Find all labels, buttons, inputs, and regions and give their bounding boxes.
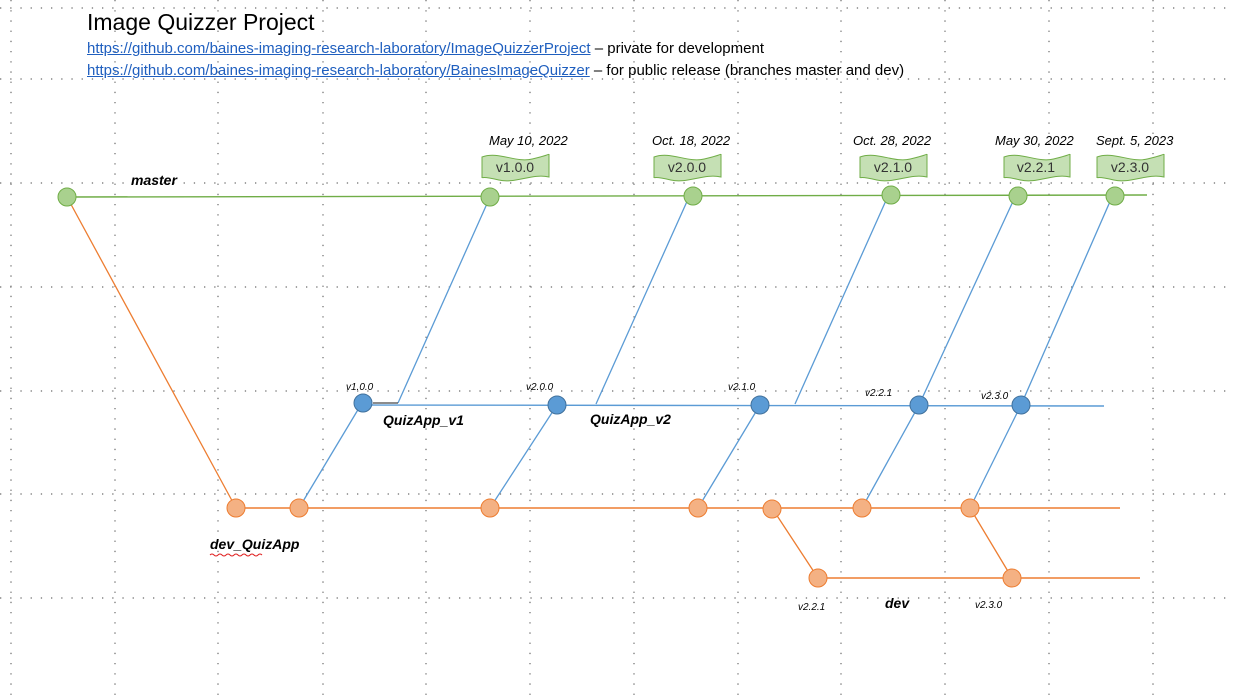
master-commit-node-3 [683,186,703,206]
master-commit-node-1 [57,187,77,207]
dev-label-1: v2.2.1 [798,602,825,613]
quizapp-label-2: v2.0.0 [526,382,554,393]
master-commit-node-2 [480,187,500,207]
branch-label-dev: dev [885,595,910,611]
dev-quizapp-commit-node-6 [852,498,872,518]
release-tag-2-flag [653,153,722,182]
branch-label-master: master [131,172,178,188]
dev-quizapp-commit-node-4 [688,498,708,518]
branch-label-dev-quizapp: dev_QuizApp [210,536,300,552]
master-commit-node-6 [1105,186,1125,206]
link-public-repo[interactable]: https://github.com/baines-imaging-resear… [87,62,590,79]
release-tag-2-label: v2.0.0 [668,159,706,175]
dev-quizapp-commit-node-3 [480,498,500,518]
quizapp-label-3: v2.1.0 [728,382,756,393]
release-tag-3-label: v2.1.0 [874,159,912,175]
dev-quizapp-commit-node-2 [289,498,309,518]
connector-dev-to-quizapp-2 [489,404,558,509]
release-tags [481,153,1165,182]
branch-label-quizapp-v1: QuizApp_v1 [383,412,464,428]
release-date-2: Oct. 18, 2022 [652,133,731,148]
release-date-4: May 30, 2022 [995,133,1075,148]
connector-dev-to-quizapp-4 [861,404,920,509]
branch-label-quizapp-v2: QuizApp_v2 [590,411,671,427]
quizapp-commit-node-1 [353,393,373,413]
quizapp-label-4: v2.2.1 [865,388,892,399]
link-line-public: https://github.com/baines-imaging-resear… [87,62,904,80]
connector-quizapp-to-master-4 [918,196,1016,406]
release-tag-5-flag [1096,153,1165,182]
dev-quizapp-commit-node-7 [960,498,980,518]
connector-dev-quizapp-to-dev-1 [771,507,819,579]
quizapp-commit-node-2 [547,395,567,415]
link-development-repo[interactable]: https://github.com/baines-imaging-resear… [87,40,591,57]
release-tag-4-label: v2.2.1 [1017,159,1055,175]
release-date-3: Oct. 28, 2022 [853,133,932,148]
quizapp-commit-node-3 [750,395,770,415]
branch-edges [66,194,1148,579]
dev-label-2: v2.3.0 [975,600,1003,611]
connector-master-to-dev-quizapp [66,196,237,509]
commit-nodes [57,185,1125,588]
connector-dev-to-quizapp-3 [697,404,761,509]
dev-quizapp-commit-node-1 [226,498,246,518]
spellcheck-underline [209,553,263,557]
connector-dev-to-quizapp-5 [969,404,1022,509]
link-development-note: – private for development [590,40,764,57]
connector-quizapp-to-master-1 [397,196,491,404]
release-date-5: Sept. 5, 2023 [1096,133,1174,148]
quizapp-label-1: v1.0.0 [346,382,374,393]
link-line-development: https://github.com/baines-imaging-resear… [87,40,764,58]
connector-dev-quizapp-to-dev-2 [969,507,1013,579]
quizapp-label-5: v2.3.0 [981,391,1009,402]
release-tag-3-flag [859,153,928,182]
master-commit-node-5 [1008,186,1028,206]
connector-quizapp-to-master-3 [794,195,889,405]
dev-commit-node-2 [1002,568,1022,588]
quizapp-branch-line [361,404,1105,407]
connector-quizapp-to-master-5 [1020,196,1113,406]
dev-quizapp-commit-node-5 [762,499,782,519]
link-public-note: – for public release (branches master an… [589,62,905,79]
master-commit-node-4 [881,185,901,205]
release-tag-1-flag [481,153,550,182]
master-branch-line [66,194,1148,198]
connector-quizapp-to-master-2 [595,196,690,405]
release-tag-5-label: v2.3.0 [1111,159,1149,175]
release-date-1: May 10, 2022 [489,133,569,148]
page-title: Image Quizzer Project [87,9,315,35]
dev-commit-node-1 [808,568,828,588]
quizapp-commit-node-5 [1011,395,1031,415]
release-tag-4-flag [1003,153,1071,182]
connector-dev-to-quizapp-1 [298,402,363,509]
release-tag-1-label: v1.0.0 [496,159,534,175]
quizapp-commit-node-4 [909,395,929,415]
